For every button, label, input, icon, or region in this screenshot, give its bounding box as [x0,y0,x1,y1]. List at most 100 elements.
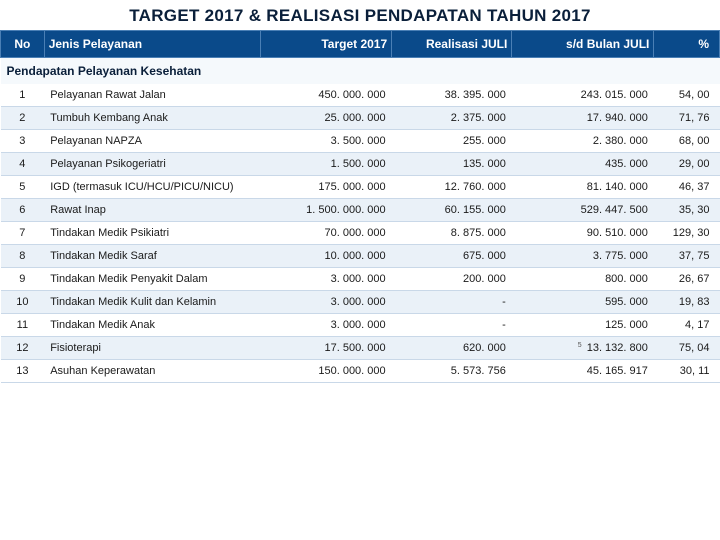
table-row: 8Tindakan Medik Saraf10. 000. 000675. 00… [1,245,720,268]
cell-realisasi: 620. 000 [392,337,512,360]
cell-sd: 595. 000 [512,291,654,314]
cell-target: 3. 000. 000 [261,268,392,291]
table-header-row: No Jenis Pelayanan Target 2017 Realisasi… [1,31,720,58]
cell-sd: 5 13. 132. 800 [512,337,654,360]
cell-sd: 90. 510. 000 [512,222,654,245]
cell-sd: 45. 165. 917 [512,360,654,383]
cell-jenis: Tindakan Medik Anak [44,314,260,337]
table-row: 10Tindakan Medik Kulit dan Kelamin3. 000… [1,291,720,314]
cell-realisasi: 135. 000 [392,153,512,176]
cell-pct: 4, 17 [654,314,720,337]
cell-target: 3. 000. 000 [261,314,392,337]
cell-target: 150. 000. 000 [261,360,392,383]
cell-pct: 68, 00 [654,130,720,153]
cell-jenis: Tumbuh Kembang Anak [44,107,260,130]
cell-jenis: Tindakan Medik Psikiatri [44,222,260,245]
table-row: 11Tindakan Medik Anak3. 000. 000-125. 00… [1,314,720,337]
col-header-pct: % [654,31,720,58]
cell-pct: 129, 30 [654,222,720,245]
cell-no: 9 [1,268,45,291]
cell-no: 3 [1,130,45,153]
cell-target: 1. 500. 000 [261,153,392,176]
table-row: 6Rawat Inap1. 500. 000. 00060. 155. 0005… [1,199,720,222]
table-row: 2Tumbuh Kembang Anak25. 000. 0002. 375. … [1,107,720,130]
cell-sd: 529. 447. 500 [512,199,654,222]
cell-realisasi: 675. 000 [392,245,512,268]
cell-no: 11 [1,314,45,337]
cell-realisasi: 2. 375. 000 [392,107,512,130]
cell-pct: 30, 11 [654,360,720,383]
cell-no: 12 [1,337,45,360]
cell-no: 5 [1,176,45,199]
col-header-no: No [1,31,45,58]
cell-pct: 19, 83 [654,291,720,314]
cell-jenis: Pelayanan Rawat Jalan [44,84,260,107]
cell-no: 7 [1,222,45,245]
cell-target: 3. 500. 000 [261,130,392,153]
cell-pct: 71, 76 [654,107,720,130]
cell-target: 10. 000. 000 [261,245,392,268]
cell-target: 1. 500. 000. 000 [261,199,392,222]
cell-pct: 75, 04 [654,337,720,360]
cell-jenis: Pelayanan Psikogeriatri [44,153,260,176]
cell-target: 3. 000. 000 [261,291,392,314]
cell-target: 17. 500. 000 [261,337,392,360]
cell-no: 2 [1,107,45,130]
cell-realisasi: 38. 395. 000 [392,84,512,107]
cell-jenis: Tindakan Medik Kulit dan Kelamin [44,291,260,314]
cell-realisasi: 60. 155. 000 [392,199,512,222]
section-row: Pendapatan Pelayanan Kesehatan [1,58,720,85]
table-row: 7Tindakan Medik Psikiatri70. 000. 0008. … [1,222,720,245]
cell-pct: 46, 37 [654,176,720,199]
cell-no: 8 [1,245,45,268]
cell-jenis: Pelayanan NAPZA [44,130,260,153]
section-label: Pendapatan Pelayanan Kesehatan [1,58,720,85]
cell-sd: 800. 000 [512,268,654,291]
table-row: 5IGD (termasuk ICU/HCU/PICU/NICU)175. 00… [1,176,720,199]
cell-target: 175. 000. 000 [261,176,392,199]
table-row: 3Pelayanan NAPZA3. 500. 000255. 0002. 38… [1,130,720,153]
cell-sd: 435. 000 [512,153,654,176]
cell-sd: 81. 140. 000 [512,176,654,199]
cell-realisasi: 5. 573. 756 [392,360,512,383]
cell-jenis: IGD (termasuk ICU/HCU/PICU/NICU) [44,176,260,199]
cell-jenis: Fisioterapi [44,337,260,360]
cell-jenis: Asuhan Keperawatan [44,360,260,383]
cell-pct: 26, 67 [654,268,720,291]
cell-pct: 35, 30 [654,199,720,222]
cell-realisasi: - [392,314,512,337]
cell-target: 70. 000. 000 [261,222,392,245]
cell-realisasi: 255. 000 [392,130,512,153]
col-header-target: Target 2017 [261,31,392,58]
table-row: 13Asuhan Keperawatan150. 000. 0005. 573.… [1,360,720,383]
footnote-marker: 5 [578,342,584,349]
cell-realisasi: - [392,291,512,314]
cell-pct: 29, 00 [654,153,720,176]
table-row: 4Pelayanan Psikogeriatri1. 500. 000135. … [1,153,720,176]
cell-realisasi: 8. 875. 000 [392,222,512,245]
cell-pct: 54, 00 [654,84,720,107]
col-header-realisasi: Realisasi JULI [392,31,512,58]
cell-pct: 37, 75 [654,245,720,268]
cell-target: 450. 000. 000 [261,84,392,107]
cell-jenis: Tindakan Medik Saraf [44,245,260,268]
cell-target: 25. 000. 000 [261,107,392,130]
cell-no: 1 [1,84,45,107]
cell-no: 6 [1,199,45,222]
table-row: 12Fisioterapi17. 500. 000620. 0005 13. 1… [1,337,720,360]
cell-sd: 125. 000 [512,314,654,337]
cell-no: 10 [1,291,45,314]
cell-jenis: Rawat Inap [44,199,260,222]
cell-jenis: Tindakan Medik Penyakit Dalam [44,268,260,291]
page-title: TARGET 2017 & REALISASI PENDAPATAN TAHUN… [0,0,720,30]
table-row: 1Pelayanan Rawat Jalan450. 000. 00038. 3… [1,84,720,107]
cell-sd: 17. 940. 000 [512,107,654,130]
revenue-table: No Jenis Pelayanan Target 2017 Realisasi… [0,30,720,383]
cell-sd: 243. 015. 000 [512,84,654,107]
col-header-sd: s/d Bulan JULI [512,31,654,58]
table-row: 9Tindakan Medik Penyakit Dalam3. 000. 00… [1,268,720,291]
col-header-jenis: Jenis Pelayanan [44,31,260,58]
cell-realisasi: 200. 000 [392,268,512,291]
cell-no: 13 [1,360,45,383]
cell-no: 4 [1,153,45,176]
